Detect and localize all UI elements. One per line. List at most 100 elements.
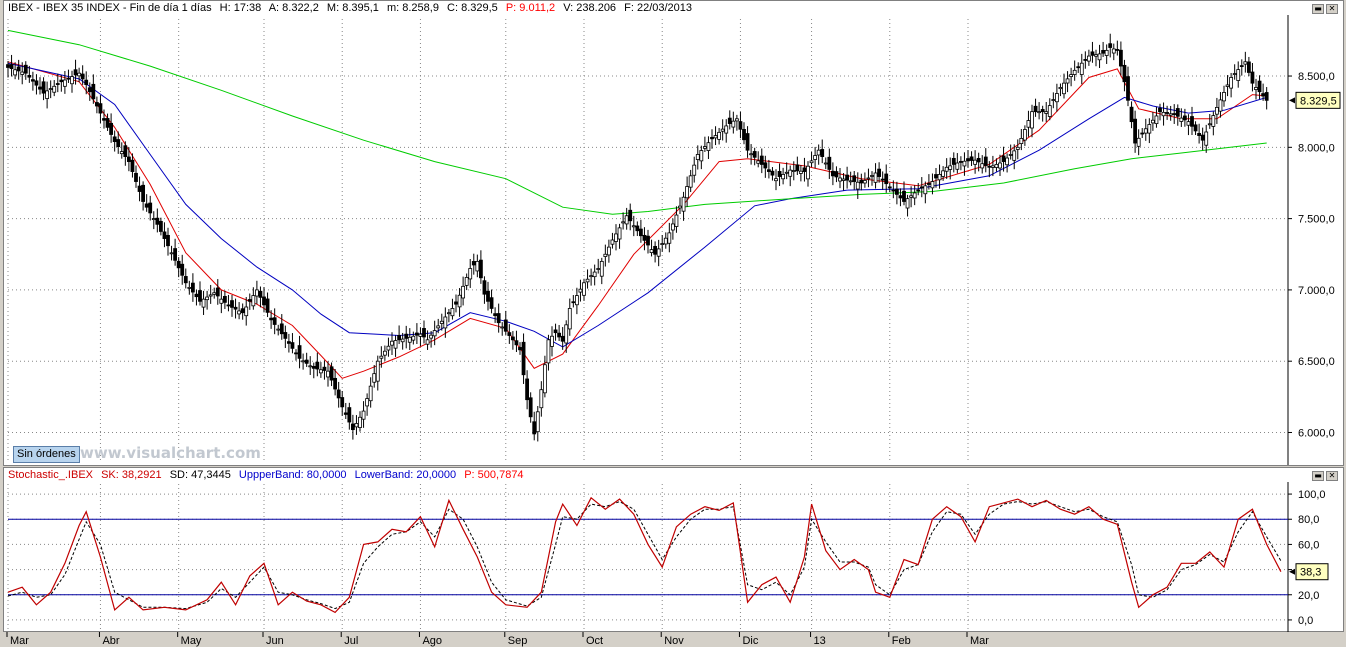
candle xyxy=(98,95,103,124)
candle xyxy=(489,289,494,314)
candle xyxy=(105,113,110,131)
candle-body xyxy=(461,285,466,299)
candle-body xyxy=(521,341,526,376)
candle xyxy=(663,232,668,249)
candle xyxy=(1222,85,1226,107)
candle xyxy=(788,165,793,187)
no-orders-badge[interactable]: Sin órdenes xyxy=(13,446,80,463)
candle-body xyxy=(20,71,25,75)
candle xyxy=(710,129,714,149)
close-button[interactable]: ✕ xyxy=(1326,4,1338,14)
candle-body xyxy=(660,243,665,245)
candle-body xyxy=(301,360,306,363)
candle xyxy=(1182,108,1187,127)
month-label: Nov xyxy=(664,635,684,647)
candle-body xyxy=(745,133,750,151)
candle-body xyxy=(1083,59,1088,61)
candle-body xyxy=(528,397,533,418)
candle xyxy=(1126,66,1130,107)
candle-body xyxy=(635,225,640,232)
candle-body xyxy=(891,189,896,192)
candle xyxy=(382,345,387,361)
candle xyxy=(272,308,277,335)
candle-body xyxy=(571,301,576,304)
open-label: A: 8.322,2 xyxy=(268,2,319,14)
candle xyxy=(326,361,330,387)
candle-body xyxy=(1261,93,1266,97)
minimize-button[interactable]: ▬ xyxy=(1312,4,1324,14)
candle-body xyxy=(589,275,594,278)
price-panel[interactable]: IBEX - IBEX 35 INDEX - Fin de día 1 días… xyxy=(3,0,1344,466)
candle xyxy=(368,377,373,408)
candle-body xyxy=(525,378,530,401)
candle-body xyxy=(873,172,878,183)
candle xyxy=(738,111,743,139)
candle-body xyxy=(948,165,953,170)
candle xyxy=(404,325,409,349)
candle xyxy=(820,139,825,164)
candle-body xyxy=(212,292,217,295)
candle-body xyxy=(702,146,707,149)
candle-body xyxy=(1218,99,1223,112)
candle-body xyxy=(802,167,807,172)
candle-body xyxy=(1246,61,1251,73)
candle-body xyxy=(201,298,206,308)
candle xyxy=(873,163,878,189)
stoch-close-button[interactable]: ✕ xyxy=(1326,471,1338,481)
candle xyxy=(226,294,231,312)
candle-body xyxy=(1026,120,1031,128)
candle xyxy=(948,157,953,180)
candle xyxy=(141,181,146,211)
candle xyxy=(414,323,419,345)
candle xyxy=(1246,56,1251,77)
candle xyxy=(134,165,138,188)
candle xyxy=(966,149,970,168)
candle-body xyxy=(500,326,505,329)
candle-body xyxy=(592,271,597,278)
candle-body xyxy=(845,174,850,181)
candle xyxy=(553,323,558,341)
candle-body xyxy=(297,345,302,359)
candle-body xyxy=(1175,108,1180,117)
last-price-box xyxy=(1295,91,1341,109)
candle-body xyxy=(784,171,789,174)
candle-body xyxy=(87,87,92,93)
candle xyxy=(482,276,487,304)
candle xyxy=(1118,41,1123,76)
candle-body xyxy=(215,287,220,297)
candle xyxy=(297,335,302,369)
candle xyxy=(1065,71,1070,93)
candle xyxy=(237,302,242,320)
candle-body xyxy=(667,232,672,244)
candle-body xyxy=(560,335,565,342)
candle-body xyxy=(507,332,512,336)
hour-label: H: 17:38 xyxy=(219,2,262,14)
stoch-minimize-button[interactable]: ▬ xyxy=(1312,471,1324,481)
candle-body xyxy=(1012,150,1017,161)
candle-body xyxy=(70,76,74,85)
last-price-label: 8.329,5 xyxy=(1300,95,1337,107)
candle xyxy=(1086,49,1091,66)
candle-body xyxy=(30,79,35,82)
candle-body xyxy=(1058,87,1063,90)
candle-body xyxy=(1054,93,1059,103)
candle xyxy=(365,393,370,416)
candle xyxy=(791,161,796,181)
candle xyxy=(183,268,188,289)
candle xyxy=(244,297,249,326)
candle-body xyxy=(322,366,327,371)
candle xyxy=(934,168,938,188)
candle-body xyxy=(23,64,28,74)
candle xyxy=(507,324,512,344)
candle xyxy=(290,333,295,354)
stochastic-panel[interactable]: Stochastic_.IBEX SK: 38,2921 SD: 47,3445… xyxy=(3,467,1344,632)
candle-body xyxy=(226,304,231,307)
candle-body xyxy=(1140,132,1145,135)
candle xyxy=(759,148,764,174)
candle xyxy=(1022,125,1027,146)
candle-body xyxy=(905,198,910,209)
candle-body xyxy=(1193,124,1198,132)
candle-body xyxy=(731,120,736,128)
candle xyxy=(610,232,615,249)
